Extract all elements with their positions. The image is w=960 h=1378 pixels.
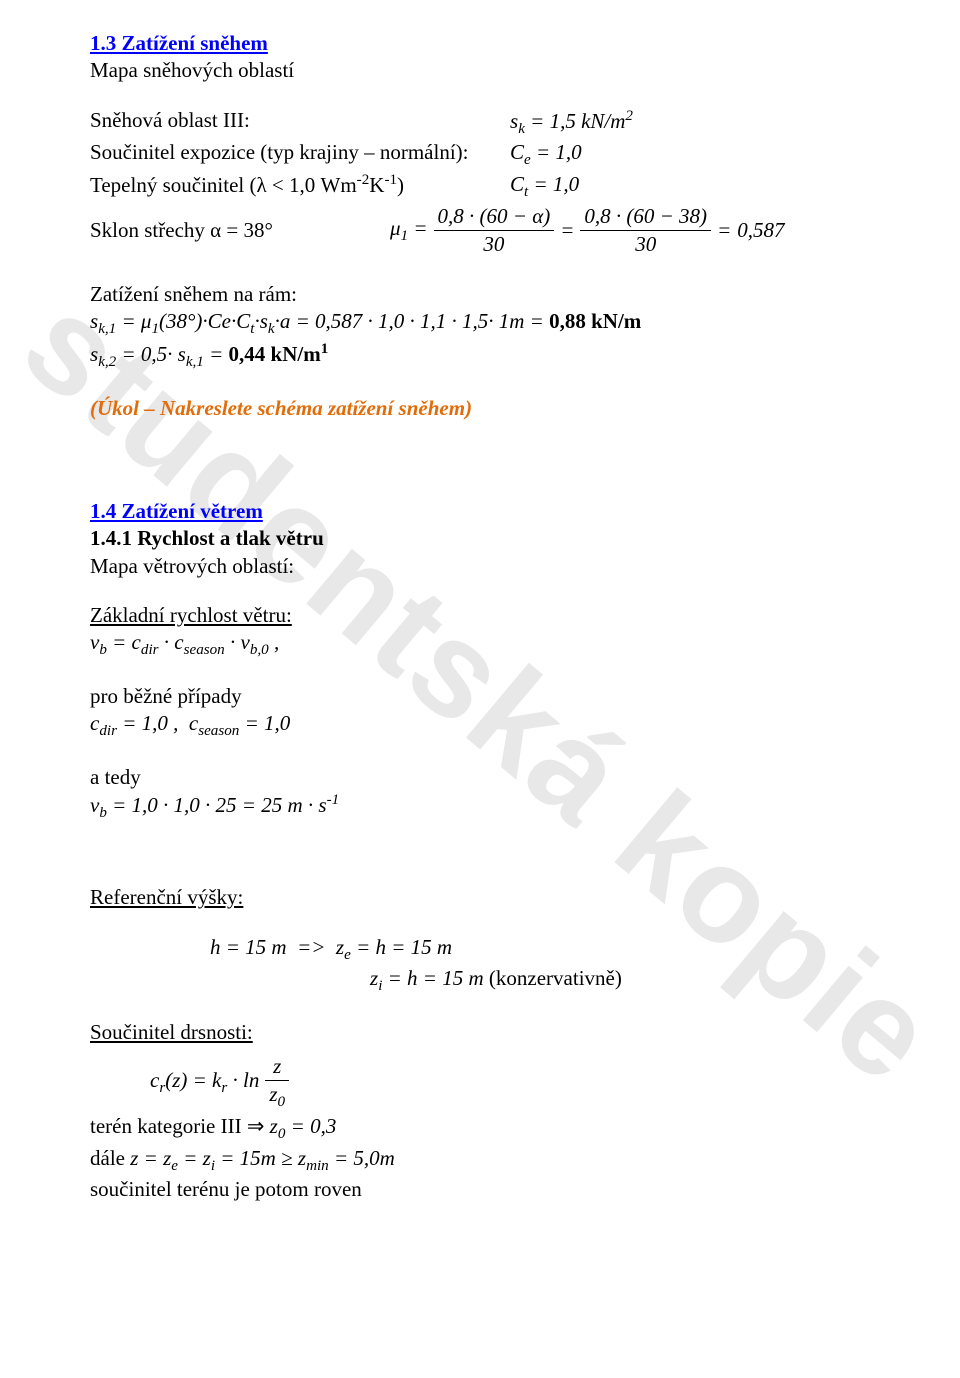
basic-speed-label: Základní rychlost větru: <box>90 602 870 629</box>
common-cases-label: pro běžné případy <box>90 683 870 710</box>
dale-line: dále z = ze = zi = 15m ≥ zmin = 5,0m <box>90 1145 870 1177</box>
exposure-left: Součinitel expozice (typ krajiny – normá… <box>90 139 510 171</box>
wind-map-label: Mapa větrových oblastí: <box>90 553 870 580</box>
h-line2: zi = h = 15 m (konzervativně) <box>370 965 870 997</box>
snow-frame-title: Zatížení sněhem na rám: <box>90 281 870 308</box>
section-heading-snow: 1.3 Zatížení sněhem <box>90 31 268 55</box>
vb-formula: vb = cdir · cseason · vb,0 , <box>90 629 870 661</box>
cdir-cseason: cdir = 1,0 , cseason = 1,0 <box>90 710 870 742</box>
snow-task: (Úkol – Nakreslete schéma zatížení sněhe… <box>90 395 870 422</box>
document-body: 1.3 Zatížení sněhem Mapa sněhových oblas… <box>90 30 870 1204</box>
last-line: součinitel terénu je potom roven <box>90 1176 870 1203</box>
section-heading-wind: 1.4 Zatížení větrem <box>90 499 263 523</box>
thermal-right: Ct = 1,0 <box>510 171 870 203</box>
sk2-line: sk,2 = 0,5· sk,1 = 0,44 kN/m1 <box>90 340 870 373</box>
vb-numeric: vb = 1,0 · 1,0 · 25 = 25 m · s-1 <box>90 791 870 824</box>
snow-region-left: Sněhová oblast III: <box>90 107 510 140</box>
thermal-left: Tepelný součinitel (λ < 1,0 Wm-2K-1) <box>90 171 510 203</box>
slope-left: Sklon střechy α = 38° <box>90 217 390 244</box>
snow-map-label: Mapa sněhových oblastí <box>90 57 870 84</box>
terrain-line: terén kategorie III ⇒ z0 = 0,3 <box>90 1113 870 1145</box>
exposure-right: Ce = 1,0 <box>510 139 870 171</box>
h-line1: h = 15 m => ze = h = 15 m <box>210 934 870 966</box>
sk1-line: sk,1 = μ1(38°)·Ce·Ct·sk·a = 0,587 · 1,0 … <box>90 308 870 340</box>
roughness-label: Součinitel drsnosti: <box>90 1019 870 1046</box>
wind-subheading: 1.4.1 Rychlost a tlak větru <box>90 525 870 552</box>
a-tedy-label: a tedy <box>90 764 870 791</box>
snow-region-right: sk = 1,5 kN/m2 <box>510 107 870 140</box>
mu-formula: μ1 = 0,8 · (60 − α)30 = 0,8 · (60 − 38)3… <box>390 203 870 259</box>
cr-formula: cr(z) = kr · ln zz0 <box>150 1053 870 1113</box>
ref-heights-label: Referenční výšky: <box>90 884 870 911</box>
